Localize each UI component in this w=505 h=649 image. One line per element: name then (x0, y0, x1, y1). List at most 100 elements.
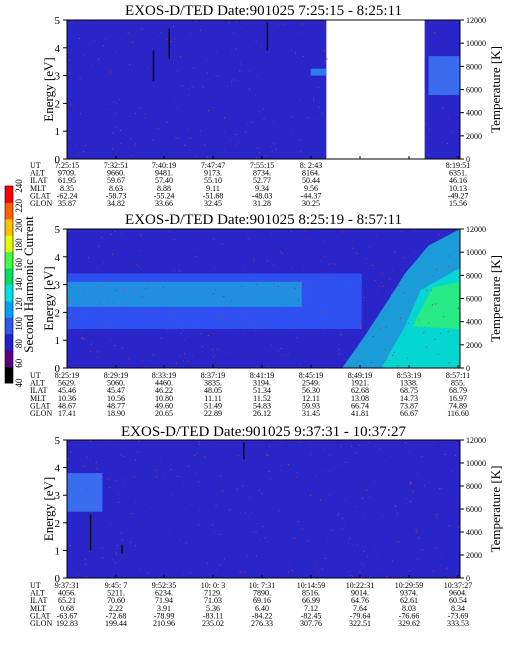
y-right-tick-label: 0 (466, 364, 470, 373)
row-value: 9374. (400, 589, 418, 598)
enhanced-energy-band (67, 473, 103, 512)
row-value: 9604. (449, 589, 467, 598)
row-value: 13.08 (351, 394, 369, 403)
y-right-tick-label: 2000 (466, 341, 482, 350)
y-right-tick-label: 8000 (466, 271, 482, 280)
row-label: GLAT (30, 401, 51, 410)
row-value: 62.68 (351, 386, 369, 395)
row-value: 59.67 (107, 176, 125, 185)
row-value: 55.10 (204, 176, 222, 185)
row-value: 8516. (302, 589, 320, 598)
y-tick-label: 4 (55, 43, 61, 55)
row-value: 2549. (302, 379, 320, 388)
row-value: -76.66 (399, 611, 420, 620)
row-value: 32.45 (204, 199, 222, 208)
row-value: 8.03 (402, 604, 416, 613)
y-right-tick-label: 0 (466, 155, 470, 164)
row-value: 8:41:19 (250, 371, 274, 380)
row-value: 7890. (253, 589, 271, 598)
row-value: 64.76 (351, 596, 369, 605)
row-value: 1338. (400, 379, 418, 388)
row-value: 35.87 (58, 199, 76, 208)
row-value: 9481. (155, 169, 173, 178)
row-value: 8164. (302, 169, 320, 178)
y-right-tick-label: 6000 (466, 295, 482, 304)
colorbar-tick-label: 60 (14, 358, 24, 368)
row-value: 7:25:15 (55, 161, 79, 170)
row-value: 10: 7:31 (249, 581, 275, 590)
row-label: ILAT (30, 176, 47, 185)
y-right-tick-label: 6000 (466, 505, 482, 514)
row-value: 4460. (155, 379, 173, 388)
y-tick-label: 0 (55, 154, 61, 166)
row-value: 54.83 (253, 401, 271, 410)
y-tick-label: 2 (55, 518, 61, 530)
colorbar-segment (5, 202, 13, 220)
row-value: 16.97 (449, 394, 467, 403)
row-value: 9709. (58, 169, 76, 178)
y-tick-label: 2 (55, 307, 61, 319)
row-value: 10:14:59 (297, 581, 325, 590)
spectrogram-panel-3: EXOS-D/TED Date:901025 9:37:31 - 10:37:2… (30, 424, 503, 628)
row-value: 7:40:19 (152, 161, 176, 170)
y-right-tick-label: 12000 (466, 16, 486, 25)
row-label: GLON (30, 199, 52, 208)
row-value: 9:52:35 (152, 581, 176, 590)
row-label: GLON (30, 409, 52, 418)
row-value: 9.56 (304, 184, 318, 193)
y-right-tick-label: 10000 (466, 39, 486, 48)
row-value: 7:32:51 (104, 161, 128, 170)
y-tick-label: 1 (55, 335, 61, 347)
row-value: 0.68 (60, 604, 74, 613)
row-value: 8:53:19 (397, 371, 421, 380)
y-tick-label: 4 (55, 252, 61, 264)
colorbar-tick-label: 120 (14, 297, 24, 311)
colorbar-tick-label: 80 (14, 339, 24, 349)
colorbar-segment (5, 366, 13, 384)
row-value: 71.94 (155, 596, 173, 605)
row-value: 30.25 (302, 199, 320, 208)
row-value: 7:47:47 (201, 161, 225, 170)
panel-title: EXOS-D/TED Date:901025 9:37:31 - 10:37:2… (121, 424, 406, 440)
colorbar-tick-label: 220 (14, 198, 24, 212)
row-value: 45.46 (58, 386, 76, 395)
row-value: 8.88 (157, 184, 171, 193)
colorbar-tick-label: 160 (14, 258, 24, 272)
row-value: 70.60 (107, 596, 125, 605)
row-value: 9:45: 7 (105, 581, 127, 590)
row-value: 46.22 (155, 386, 173, 395)
row-value: -84.22 (252, 611, 273, 620)
row-value: 56.30 (302, 386, 320, 395)
y-axis-label: Energy [eV] (41, 266, 56, 330)
row-value: 10.13 (449, 184, 467, 193)
row-value: 33.66 (155, 199, 173, 208)
row-value: 10:37:27 (444, 581, 472, 590)
y-tick-label: 3 (55, 490, 61, 502)
row-value: 7:55:15 (250, 161, 274, 170)
row-value: 1921. (351, 379, 369, 388)
spectrogram-panel-2: EXOS-D/TED Date:901025 8:25:19 - 8:57:11… (30, 212, 503, 418)
row-value: 4056. (58, 589, 76, 598)
row-label: MLT (30, 184, 46, 193)
row-label: UT (30, 161, 41, 170)
data-gap (326, 20, 425, 159)
y-right-tick-label: 10000 (466, 248, 486, 257)
row-value: 10:22:31 (346, 581, 374, 590)
row-value: 333.53 (447, 619, 469, 628)
spectrogram-panels: EXOS-D/TED Date:901025 7:25:15 - 8:25:11… (30, 3, 503, 628)
row-value: 8:33:19 (152, 371, 176, 380)
colorbar-segment (5, 350, 13, 368)
row-value: 8: 2:43 (300, 161, 322, 170)
row-value: 8:19:51 (446, 161, 470, 170)
y-right-axis-label: Temperature [K] (488, 255, 503, 342)
colorbar-segment (5, 284, 13, 302)
row-value: 6351. (449, 169, 467, 178)
row-value: 276.33 (251, 619, 273, 628)
row-value: 62.61 (400, 596, 418, 605)
y-axis-label: Energy [eV] (41, 57, 56, 121)
orbit-info-table: UT 9:37:31 9:45: 7 9:52:35 10: 0: 3 10: 7:31 1… (30, 581, 472, 628)
spectrogram-panel-1: EXOS-D/TED Date:901025 7:25:15 - 8:25:11… (30, 3, 503, 208)
row-label: GLON (30, 619, 52, 628)
row-label: UT (30, 371, 41, 380)
y-right-tick-label: 12000 (466, 225, 486, 234)
